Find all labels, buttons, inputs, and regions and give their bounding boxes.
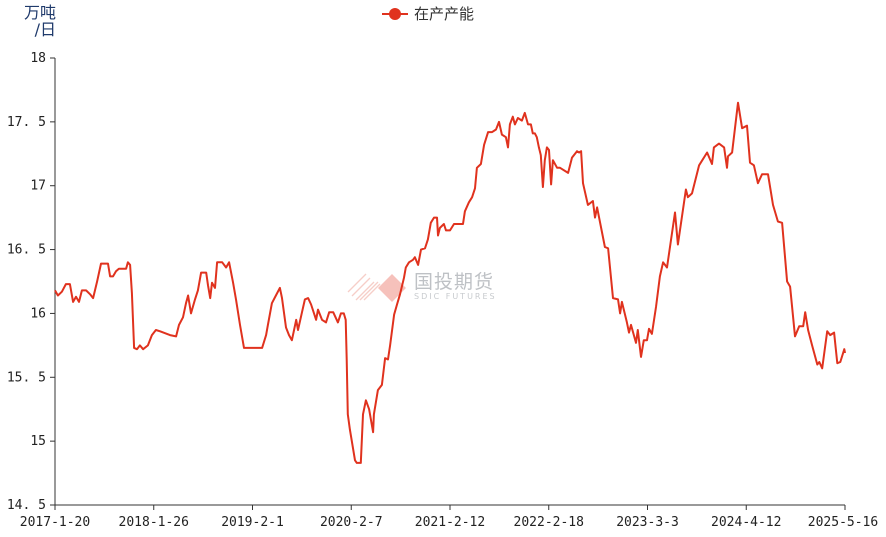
watermark-cn: 国投期货: [414, 270, 495, 293]
y-tick-label: 16. 5: [7, 243, 46, 258]
x-tick-label: 2023-3-3: [616, 515, 679, 530]
series-line-0: [54, 101, 846, 464]
y-tick-label: 14. 5: [7, 498, 46, 513]
x-tick-label: 2024-4-12: [711, 515, 781, 530]
y-tick-label: 15. 5: [7, 370, 46, 385]
x-tick-label: 2025-5-16: [808, 515, 878, 530]
x-tick-label: 2021-2-12: [415, 515, 485, 530]
y-tick-label: 18: [30, 51, 46, 66]
unit-line-1: 万吨: [23, 3, 56, 22]
y-tick-label: 15: [30, 434, 46, 449]
x-tick-label: 2017-1-20: [20, 515, 90, 530]
y-tick-label: 17: [30, 179, 46, 194]
unit-line-2: /日: [34, 20, 56, 39]
y-tick-label: 16: [30, 306, 46, 321]
watermark-en: SDIC FUTURES: [414, 291, 497, 301]
y-axis-unit-label: 万吨 /日: [18, 4, 56, 38]
x-tick-label: 2020-2-7: [320, 515, 383, 530]
legend[interactable]: 在产产能: [382, 3, 474, 24]
x-tick-label: 2018-1-26: [119, 515, 189, 530]
y-tick-label: 17. 5: [7, 115, 46, 130]
x-tick-label: 2019-2-1: [221, 515, 284, 530]
x-tick-label: 2022-2-18: [514, 515, 584, 530]
legend-circle-marker-icon: [382, 7, 408, 21]
legend-label: 在产产能: [414, 5, 475, 23]
